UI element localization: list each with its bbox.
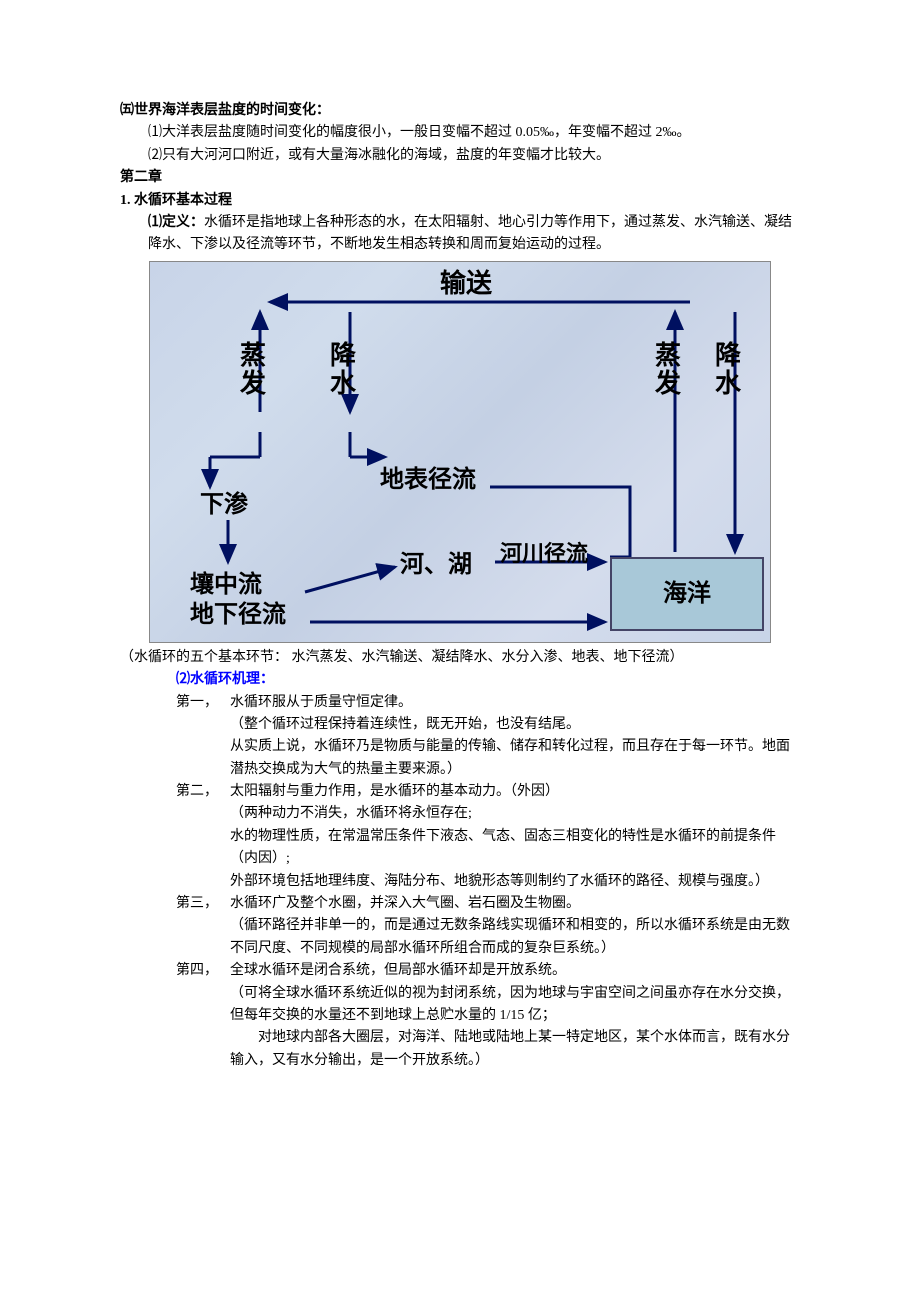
mechanism-title: ⑵水循环机理： (120, 669, 800, 691)
diagram-label-shusong: 输送 (440, 270, 492, 299)
mechanism-line: 从实质上说，水循环乃是物质与能量的传输、储存和转化过程，而且存在于每一环节。地面… (230, 736, 800, 781)
mechanism-num: 第三， (176, 893, 230, 960)
diagram-label-hehu: 河、湖 (400, 552, 472, 578)
topic1-title: 1. 水循环基本过程 (120, 190, 800, 212)
chapter2-heading: 第二章 (120, 167, 800, 189)
mechanism-num: 第二， (176, 781, 230, 893)
mechanism-head: 太阳辐射与重力作用，是水循环的基本动力。（外因） (230, 781, 800, 803)
mechanism-body: 全球水循环是闭合系统，但局部水循环却是开放系统。（可将全球水循环系统近似的视为封… (230, 960, 800, 1072)
mechanism-body: 太阳辐射与重力作用，是水循环的基本动力。（外因）（两种动力不消失，水循环将永恒存… (230, 781, 800, 893)
mechanism-line: 对地球内部各大圈层，对海洋、陆地或陆地上某一特定地区，某个水体而言，既有水分输入… (230, 1027, 800, 1072)
diagram-label-zhengfa_l: 蒸发 (240, 342, 266, 399)
diagram-label-jiangshui_l: 降水 (330, 342, 356, 399)
topic1-definition: ⑴定义：水循环是指地球上各种形态的水，在太阳辐射、地心引力等作用下，通过蒸发、水… (120, 212, 800, 257)
mechanism-line: （循环路径并非单一的，而是通过无数条路线实现循环和相变的，所以水循环系统是由无数… (230, 915, 800, 960)
mechanism-line: （可将全球水循环系统近似的视为封闭系统，因为地球与宇宙空间之间虽亦存在水分交换，… (230, 983, 800, 1028)
diagram-label-jiangshui_r: 降水 (715, 342, 741, 399)
mechanism-line: （两种动力不消失，水循环将永恒存在; (230, 803, 800, 825)
mechanism-body: 水循环服从于质量守恒定律。（整个循环过程保持着连续性，既无开始，也没有结尾。从实… (230, 692, 800, 782)
diagram-label-hechuan: 河川径流 (500, 542, 588, 566)
document-page: ㈤世界海洋表层盐度的时间变化： ⑴大洋表层盐度随时间变化的幅度很小，一般日变幅不… (0, 0, 920, 1302)
mechanism-line: 水的物理性质，在常温常压条件下液态、气态、固态三相变化的特性是水循环的前提条件（… (230, 826, 800, 871)
mechanism-head: 全球水循环是闭合系统，但局部水循环却是开放系统。 (230, 960, 800, 982)
water-cycle-diagram: 输送蒸发降水蒸发降水地表径流下渗河、湖河川径流壤中流地下径流海洋 (149, 261, 771, 643)
mechanism-item: 第三，水循环广及整个水圈，并深入大气圈、岩石圈及生物圈。（循环路径并非单一的，而… (120, 893, 800, 960)
diagram-label-xiashen: 下渗 (200, 492, 248, 518)
mechanism-line: （整个循环过程保持着连续性，既无开始，也没有结尾。 (230, 714, 800, 736)
diagram-caption: （水循环的五个基本环节： 水汽蒸发、水汽输送、凝结降水、水分入渗、地表、地下径流… (120, 647, 800, 669)
ocean-box: 海洋 (610, 557, 764, 631)
water-cycle-diagram-wrap: 输送蒸发降水蒸发降水地表径流下渗河、湖河川径流壤中流地下径流海洋 (120, 261, 800, 643)
def-label: ⑴定义： (148, 215, 204, 230)
section5-title: ㈤世界海洋表层盐度的时间变化： (120, 100, 800, 122)
diagram-label-rangzhong: 壤中流 (190, 572, 262, 598)
diagram-label-dibiao: 地表径流 (380, 467, 476, 493)
section5-p1: ⑴大洋表层盐度随时间变化的幅度很小，一般日变幅不超过 0.05‰，年变幅不超过 … (120, 122, 800, 144)
mechanism-item: 第四，全球水循环是闭合系统，但局部水循环却是开放系统。（可将全球水循环系统近似的… (120, 960, 800, 1072)
mechanism-num: 第四， (176, 960, 230, 1072)
mechanism-item: 第一，水循环服从于质量守恒定律。（整个循环过程保持着连续性，既无开始，也没有结尾… (120, 692, 800, 782)
mechanism-head: 水循环广及整个水圈，并深入大气圈、岩石圈及生物圈。 (230, 893, 800, 915)
mechanism-num: 第一， (176, 692, 230, 782)
diagram-label-dixia: 地下径流 (190, 602, 286, 628)
mechanism-list: 第一，水循环服从于质量守恒定律。（整个循环过程保持着连续性，既无开始，也没有结尾… (120, 692, 800, 1073)
diagram-label-zhengfa_r: 蒸发 (655, 342, 681, 399)
mechanism-body: 水循环广及整个水圈，并深入大气圈、岩石圈及生物圈。（循环路径并非单一的，而是通过… (230, 893, 800, 960)
mechanism-head: 水循环服从于质量守恒定律。 (230, 692, 800, 714)
mechanism-item: 第二，太阳辐射与重力作用，是水循环的基本动力。（外因）（两种动力不消失，水循环将… (120, 781, 800, 893)
def-body: 水循环是指地球上各种形态的水，在太阳辐射、地心引力等作用下，通过蒸发、水汽输送、… (148, 215, 792, 252)
section5-p2: ⑵只有大河河口附近，或有大量海冰融化的海域，盐度的年变幅才比较大。 (120, 145, 800, 167)
mechanism-line: 外部环境包括地理纬度、海陆分布、地貌形态等则制约了水循环的路径、规模与强度。） (230, 871, 800, 893)
